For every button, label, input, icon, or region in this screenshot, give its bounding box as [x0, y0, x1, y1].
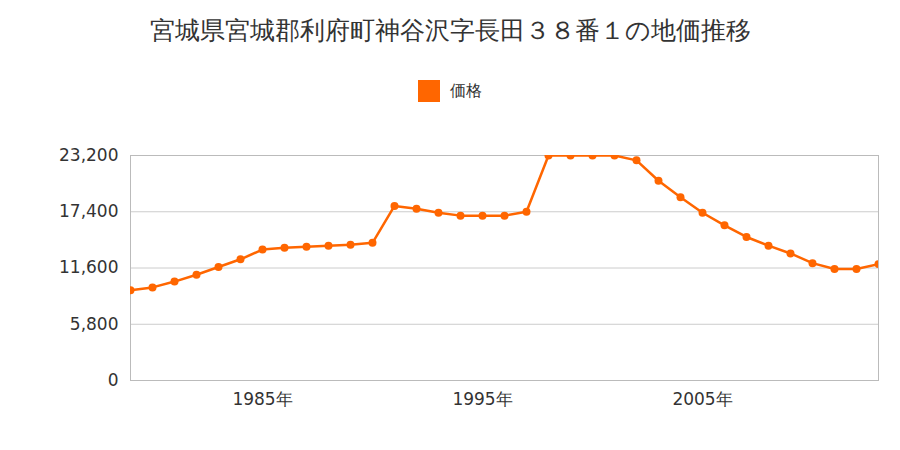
svg-text:1985年: 1985年: [232, 389, 292, 409]
svg-text:11,600: 11,600: [59, 257, 118, 277]
html-text:宮城県宮城郡利府町神谷沢字長田３８番１の地価推移: 宮城県宮城郡利府町神谷沢字長田３８番１の地価推移: [149, 16, 751, 45]
svg-text:17,400: 17,400: [59, 201, 118, 221]
svg-text:0: 0: [108, 370, 119, 390]
svg-text:23,200: 23,200: [59, 145, 118, 165]
svg-text:5,800: 5,800: [70, 314, 119, 334]
html-text:価格: 価格: [450, 80, 482, 100]
svg-text:1995年: 1995年: [452, 389, 512, 409]
svg-text:2005年: 2005年: [672, 389, 732, 409]
